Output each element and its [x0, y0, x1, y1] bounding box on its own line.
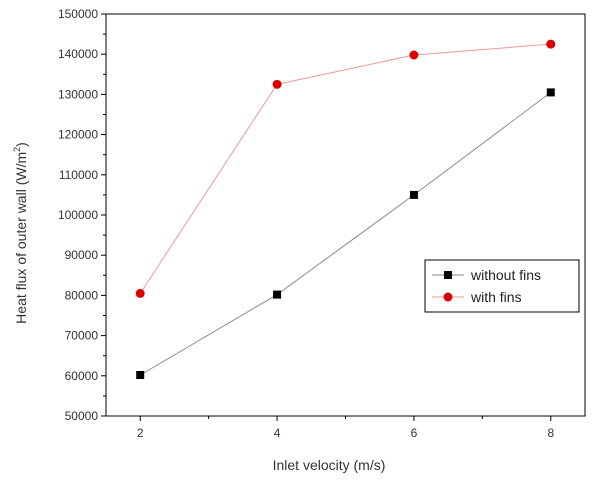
x-tick-label: 2 [137, 426, 144, 440]
y-tick-label: 70000 [65, 329, 99, 343]
x-axis-ticks: 2 4 6 8 [137, 416, 554, 440]
x-tick-label: 4 [274, 426, 281, 440]
data-point-without-fins [546, 88, 555, 97]
data-point-with-fins [272, 79, 282, 89]
legend-entry-with-fins: with fins [432, 289, 522, 305]
data-point-without-fins [409, 190, 418, 199]
y-tick-label: 120000 [58, 128, 98, 142]
data-point-with-fins [135, 288, 145, 298]
y-axis-title-main: Heat flux of outer wall (W/m [13, 152, 29, 324]
data-point-with-fins [409, 50, 419, 60]
y-tick-label: 150000 [58, 7, 98, 21]
plot-area [105, 13, 586, 417]
legend-label-without-fins: without fins [470, 267, 541, 283]
series-with-fins [135, 39, 556, 298]
y-tick-label: 100000 [58, 208, 98, 222]
x-tick-label: 8 [547, 426, 554, 440]
legend: without fins with fins [424, 259, 580, 313]
legend-label-with-fins: with fins [470, 289, 522, 305]
legend-marker-without-fins [444, 271, 452, 279]
series-layer [135, 39, 556, 379]
data-point-without-fins [136, 370, 145, 379]
legend-marker-with-fins [443, 292, 453, 302]
y-axis-title-superscript: 2 [12, 147, 22, 152]
y-tick-label: 60000 [65, 369, 99, 383]
data-point-without-fins [273, 290, 282, 299]
legend-box [424, 259, 580, 313]
series-line-with-fins [139, 43, 551, 294]
x-axis-title: Inlet velocity (m/s) [273, 457, 386, 473]
series-line-without-fins [139, 91, 552, 376]
y-axis-title-end: ) [13, 142, 29, 147]
data-point-with-fins [546, 39, 556, 49]
y-tick-label: 90000 [65, 248, 99, 262]
y-tick-label: 50000 [65, 409, 99, 423]
y-axis-ticks: 50000 60000 70000 80000 90000 100000 110000 120… [58, 7, 106, 423]
x-tick-label: 6 [411, 426, 418, 440]
y-tick-label: 130000 [58, 87, 98, 101]
legend-entry-without-fins: without fins [432, 267, 541, 283]
y-tick-label: 140000 [58, 47, 98, 61]
y-axis-title: Heat flux of outer wall (W/m2) [12, 142, 29, 324]
y-tick-label: 110000 [59, 168, 98, 182]
y-tick-label: 80000 [65, 288, 99, 302]
plot-frame [105, 13, 586, 417]
series-without-fins [136, 88, 555, 379]
